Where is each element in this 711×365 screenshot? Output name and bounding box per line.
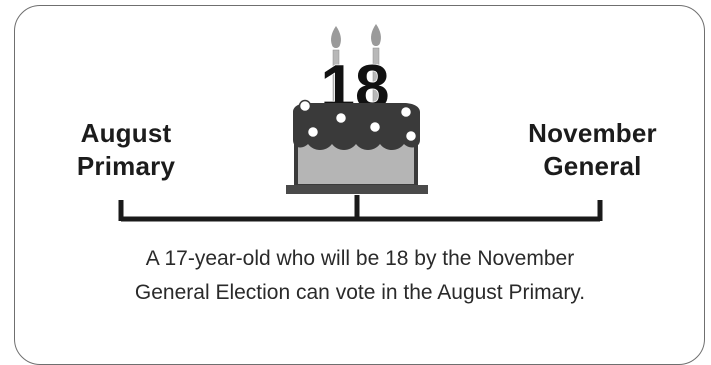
candle-icon xyxy=(332,49,340,103)
sprinkle xyxy=(368,120,382,134)
november-general-label: November General xyxy=(510,117,675,183)
sprinkle xyxy=(334,111,348,125)
candle-icon xyxy=(372,47,380,103)
right-label-line2: General xyxy=(543,151,642,181)
left-label-line1: August xyxy=(80,118,172,148)
sprinkle xyxy=(306,125,320,139)
cake-frosting xyxy=(293,103,420,150)
sprinkle xyxy=(298,99,312,113)
sprinkle xyxy=(404,129,418,143)
flame-icon xyxy=(331,26,341,48)
birthday-cake-icon: 18 xyxy=(286,24,428,194)
caption-line2: General Election can vote in the August … xyxy=(134,281,586,304)
flame-icon xyxy=(371,24,381,46)
august-primary-label: August Primary xyxy=(66,117,186,183)
caption-line1: A 17-year-old who will be 18 by the Nove… xyxy=(145,247,575,270)
timeline-bracket xyxy=(118,195,603,222)
cake-plate xyxy=(286,185,428,194)
diagram-caption: A 17-year-old who will be 18 by the Nove… xyxy=(40,242,680,310)
right-label-line1: November xyxy=(528,118,657,148)
left-label-line2: Primary xyxy=(76,151,176,181)
sprinkle xyxy=(399,105,413,119)
